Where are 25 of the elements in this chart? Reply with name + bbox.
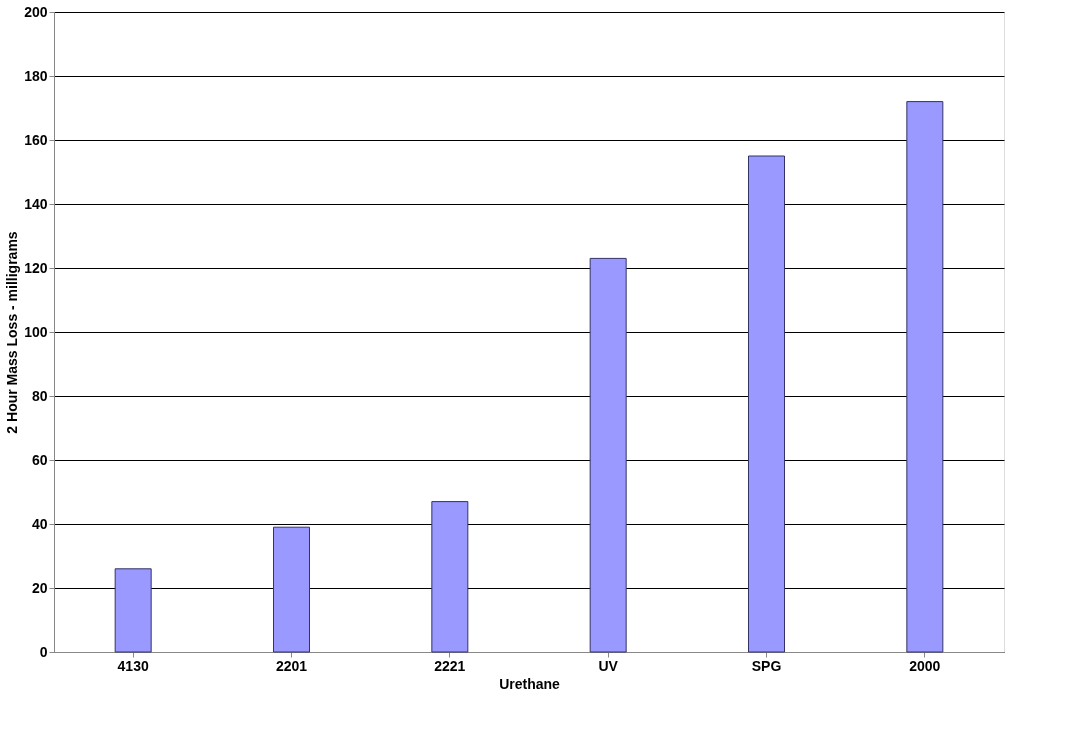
y-tick-label: 100 <box>24 323 48 340</box>
y-axis-title: 2 Hour Mass Loss - milligrams <box>4 231 21 434</box>
y-tick-label: 120 <box>24 259 48 276</box>
y-tick-label: 20 <box>31 579 48 596</box>
y-tick-label: 200 <box>24 3 48 20</box>
x-tick-label: 2000 <box>909 657 941 674</box>
y-tick-label: 0 <box>39 643 48 660</box>
bar <box>114 568 152 653</box>
bar <box>431 501 469 653</box>
x-tick-label: 2221 <box>434 657 466 674</box>
bar <box>748 155 785 653</box>
y-tick-label: 40 <box>31 515 48 532</box>
y-tick-label: 80 <box>31 387 48 404</box>
x-axis-title: Urethane <box>499 675 561 692</box>
bar <box>906 101 944 653</box>
y-tick-label: 60 <box>31 451 48 468</box>
x-tick-label: 2201 <box>275 657 308 674</box>
bar <box>273 526 310 653</box>
bar <box>589 257 627 653</box>
x-tick-label: UV <box>598 657 619 674</box>
x-tick-label: SPG <box>751 657 782 674</box>
x-tick-label: 4130 <box>117 657 149 674</box>
y-tick-label: 140 <box>24 195 48 212</box>
y-tick-label: 180 <box>24 67 48 84</box>
y-tick-label: 160 <box>24 131 48 148</box>
